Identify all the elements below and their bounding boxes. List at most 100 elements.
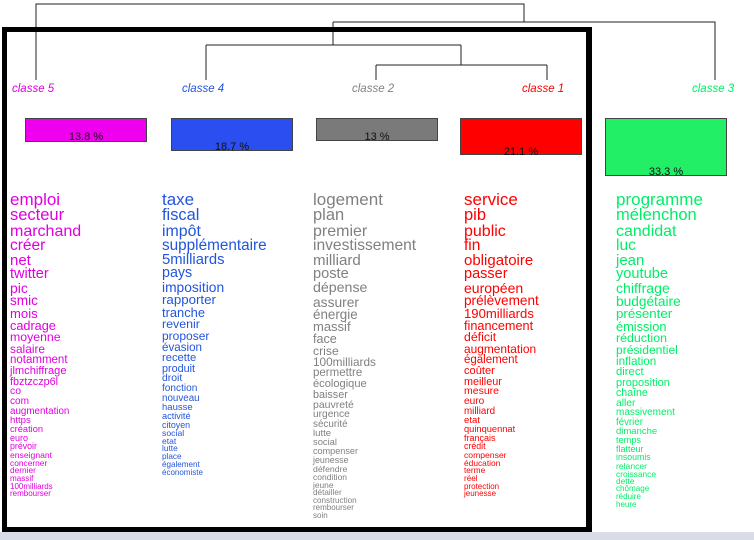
- class-word: taxe: [162, 190, 195, 209]
- class-word: milliard: [313, 251, 361, 269]
- class-word: twitter: [10, 265, 49, 282]
- class-1-word-list: service pib public fin obligatoire passer euro…: [464, 190, 539, 499]
- class-word: activité: [162, 410, 191, 421]
- class-word: émission: [616, 318, 667, 334]
- class-word: soin: [313, 511, 328, 520]
- class-word: coûter: [464, 365, 495, 378]
- class-word: etat: [464, 414, 481, 426]
- class-word: jlmchiffrage: [10, 365, 67, 378]
- class-word: com: [10, 396, 30, 408]
- class-word: premier: [313, 222, 368, 240]
- class-word: urgence: [313, 409, 350, 421]
- dendrogram-link-4-2-1: [205, 44, 462, 80]
- class-word: économiste: [162, 467, 203, 477]
- class-word: passer: [464, 265, 508, 282]
- class-word: investissement: [313, 237, 417, 254]
- class-word: février: [616, 416, 643, 428]
- class-word: smic: [10, 292, 38, 308]
- class-word: français: [464, 432, 496, 443]
- class-word: temps: [616, 435, 642, 445]
- class-word: défendre: [313, 463, 348, 474]
- class-percent-box-4: 18.7 %: [171, 118, 293, 153]
- class-word: impôt: [162, 222, 201, 240]
- class-word: place: [162, 452, 182, 462]
- class-word: sécurité: [313, 418, 348, 430]
- class-word: fin: [464, 236, 481, 254]
- class-word: fiscal: [162, 206, 200, 225]
- class-word: assurer: [313, 294, 360, 310]
- class-word: produit: [162, 362, 196, 375]
- class-word: fonction: [162, 382, 198, 394]
- class-word: détailler: [313, 487, 342, 497]
- class-word: lutte: [313, 428, 332, 440]
- class-word: luc: [616, 237, 636, 254]
- class-word: flatteur: [616, 443, 644, 454]
- class-word: cadrage: [10, 319, 56, 334]
- class-word: éducation: [464, 458, 501, 469]
- class-word: protection: [464, 481, 500, 491]
- class-word: social: [313, 436, 337, 448]
- class-word: massif: [313, 319, 351, 335]
- class-word: milliard: [464, 405, 496, 417]
- class-word: présenter: [616, 306, 673, 322]
- class-word: public: [464, 222, 506, 240]
- class-word: face: [313, 331, 337, 346]
- class-word: terme: [464, 465, 486, 476]
- class-word: européen: [464, 279, 524, 296]
- class-word: jeunesse: [464, 489, 497, 499]
- class-word: supplémentaire: [162, 236, 267, 254]
- class-label-1: classe 1: [522, 83, 565, 95]
- class-word: obligatoire: [464, 251, 534, 269]
- class-5-word-list: emploi secteur marchand créer net twitter pic s…: [10, 191, 81, 498]
- class-word: mesure: [464, 385, 500, 398]
- class-label-5: classe 5: [12, 83, 55, 95]
- class-word: budgétaire: [616, 294, 681, 310]
- dendrogram-link-2-1: [375, 64, 548, 80]
- class-word: chaîne: [616, 387, 648, 400]
- class-word: concerner: [10, 458, 48, 469]
- class-word: construction: [313, 495, 357, 505]
- dendrogram-link-1-3: [332, 21, 716, 80]
- class-3-word-list: programme mélenchon candidat luc jean youtube…: [616, 190, 703, 508]
- class-word: baisser: [313, 388, 348, 401]
- class-word: direct: [616, 366, 644, 379]
- class-word: nouveau: [162, 392, 200, 404]
- class-word: augmentation: [464, 342, 537, 357]
- class-word: proposition: [616, 377, 670, 389]
- class-word: compenser: [464, 449, 507, 460]
- class-word: mois: [10, 305, 38, 321]
- class-word: présidentiel: [616, 342, 678, 357]
- class-word: réduction: [616, 331, 667, 345]
- class-word: poste: [313, 266, 349, 283]
- class-word: citoyen: [162, 419, 191, 430]
- class-word: candidat: [616, 222, 677, 240]
- class-word: logement: [313, 190, 383, 209]
- class-word: prélèvement: [464, 292, 539, 308]
- class-word: jeunesse: [313, 455, 349, 466]
- class-word: pauvreté: [313, 399, 354, 412]
- class-word: service: [464, 190, 518, 209]
- class-word: mélenchon: [616, 206, 697, 225]
- class-word: jean: [616, 251, 645, 269]
- class-word: droit: [162, 373, 183, 385]
- class-word: massif: [10, 473, 34, 483]
- class-word: écologique: [313, 378, 367, 391]
- class-word: réduire: [616, 492, 641, 502]
- class-word: lutte: [162, 443, 178, 454]
- class-word: notamment: [10, 354, 68, 367]
- class-word: évasion: [162, 341, 202, 355]
- class-word: réel: [464, 473, 478, 483]
- class-word: euro: [464, 396, 485, 408]
- class-word: 5milliards: [162, 252, 225, 269]
- class-word: création: [10, 424, 44, 435]
- class-word: pib: [464, 206, 487, 225]
- class-word: énergie: [313, 306, 358, 322]
- class-4-word-list: taxe fiscal impôt supplémentaire 5milliards p…: [162, 190, 267, 477]
- class-label-4: classe 4: [182, 83, 225, 95]
- class-word: programme: [616, 190, 703, 209]
- class-percent-box-2: 13 %: [316, 118, 438, 143]
- class-word: insoumis: [616, 452, 651, 463]
- class-label-3: classe 3: [692, 83, 735, 95]
- class-word: salaire: [10, 342, 46, 357]
